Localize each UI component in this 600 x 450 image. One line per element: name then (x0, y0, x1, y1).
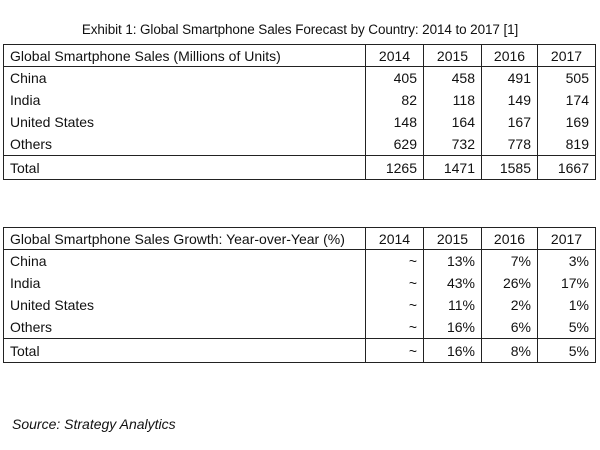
row-label: United States (3, 111, 366, 133)
table-cell: 2% (481, 294, 538, 316)
table-cell: 505 (537, 66, 596, 89)
row-label: Others (3, 133, 366, 156)
total-label: Total (3, 338, 366, 363)
table-cell: 118 (423, 89, 482, 111)
column-header: 2015 (423, 44, 482, 67)
table-cell: 11% (423, 294, 482, 316)
table-cell: 1% (537, 294, 596, 316)
table-cell: 778 (481, 133, 538, 156)
table-cell: 3% (537, 249, 596, 272)
source-note: Source: Strategy Analytics (12, 416, 176, 432)
table-cell: 819 (537, 133, 596, 156)
table-title: Global Smartphone Sales Growth: Year-ove… (3, 227, 366, 250)
table-cell: 17% (537, 272, 596, 294)
total-cell: 1471 (423, 155, 482, 180)
table-row: Others 629 732 778 819 (3, 133, 596, 156)
table-row: United States ~11% 2% 1% (3, 294, 596, 316)
table-cell: 43% (423, 272, 482, 294)
total-label: Total (3, 155, 366, 180)
table-cell: 169 (537, 111, 596, 133)
table-title: Global Smartphone Sales (Millions of Uni… (3, 44, 366, 67)
table-row: China 405 458 491 505 (3, 66, 596, 89)
total-row: Total 1265 1471 1585 1667 (3, 155, 596, 180)
table-cell: 149 (481, 89, 538, 111)
row-label: China (3, 66, 366, 89)
table-row: China ~13% 7% 3% (3, 249, 596, 272)
table-cell: 148 (365, 111, 424, 133)
table-cell: ~ (365, 249, 424, 272)
row-label: Others (3, 316, 366, 339)
row-label: China (3, 249, 366, 272)
row-label: India (3, 272, 366, 294)
exhibit-title: Exhibit 1: Global Smartphone Sales Forec… (81, 22, 519, 37)
row-label: India (3, 89, 366, 111)
column-header: 2017 (537, 44, 596, 67)
table-cell: ~ (365, 272, 424, 294)
column-header: 2015 (423, 227, 482, 250)
column-header: 2016 (481, 44, 538, 67)
table-cell: 5% (537, 316, 596, 339)
growth-table: Global Smartphone Sales Growth: Year-ove… (3, 227, 596, 363)
table-cell: ~ (365, 316, 424, 339)
column-header: 2017 (537, 227, 596, 250)
sales-table: Global Smartphone Sales (Millions of Uni… (3, 44, 596, 180)
table-row: United States 148 164 167 169 (3, 111, 596, 133)
table-cell: 16% (423, 316, 482, 339)
table-cell: 7% (481, 249, 538, 272)
row-label: United States (3, 294, 366, 316)
table-header-row: Global Smartphone Sales Growth: Year-ove… (3, 227, 596, 250)
table-cell: 491 (481, 66, 538, 89)
total-cell: 1265 (365, 155, 424, 180)
table-cell: ~ (365, 294, 424, 316)
table-cell: 629 (365, 133, 424, 156)
table-cell: 13% (423, 249, 482, 272)
table-cell: 458 (423, 66, 482, 89)
table-cell: 164 (423, 111, 482, 133)
column-header: 2014 (365, 227, 424, 250)
total-cell: 1667 (537, 155, 596, 180)
table-cell: 174 (537, 89, 596, 111)
table-header-row: Global Smartphone Sales (Millions of Uni… (3, 44, 596, 67)
total-cell: 16% (423, 338, 482, 363)
table-cell: 82 (365, 89, 424, 111)
table-cell: 167 (481, 111, 538, 133)
table-cell: 6% (481, 316, 538, 339)
total-cell: 8% (481, 338, 538, 363)
table-cell: 26% (481, 272, 538, 294)
table-row: India 82 118 149 174 (3, 89, 596, 111)
table-cell: 405 (365, 66, 424, 89)
table-cell: 732 (423, 133, 482, 156)
total-cell: ~ (365, 338, 424, 363)
table-row: Others ~16% 6% 5% (3, 316, 596, 339)
total-cell: 1585 (481, 155, 538, 180)
column-header: 2014 (365, 44, 424, 67)
total-cell: 5% (537, 338, 596, 363)
table-row: India ~43% 26% 17% (3, 272, 596, 294)
column-header: 2016 (481, 227, 538, 250)
total-row: Total ~16% 8% 5% (3, 338, 596, 363)
